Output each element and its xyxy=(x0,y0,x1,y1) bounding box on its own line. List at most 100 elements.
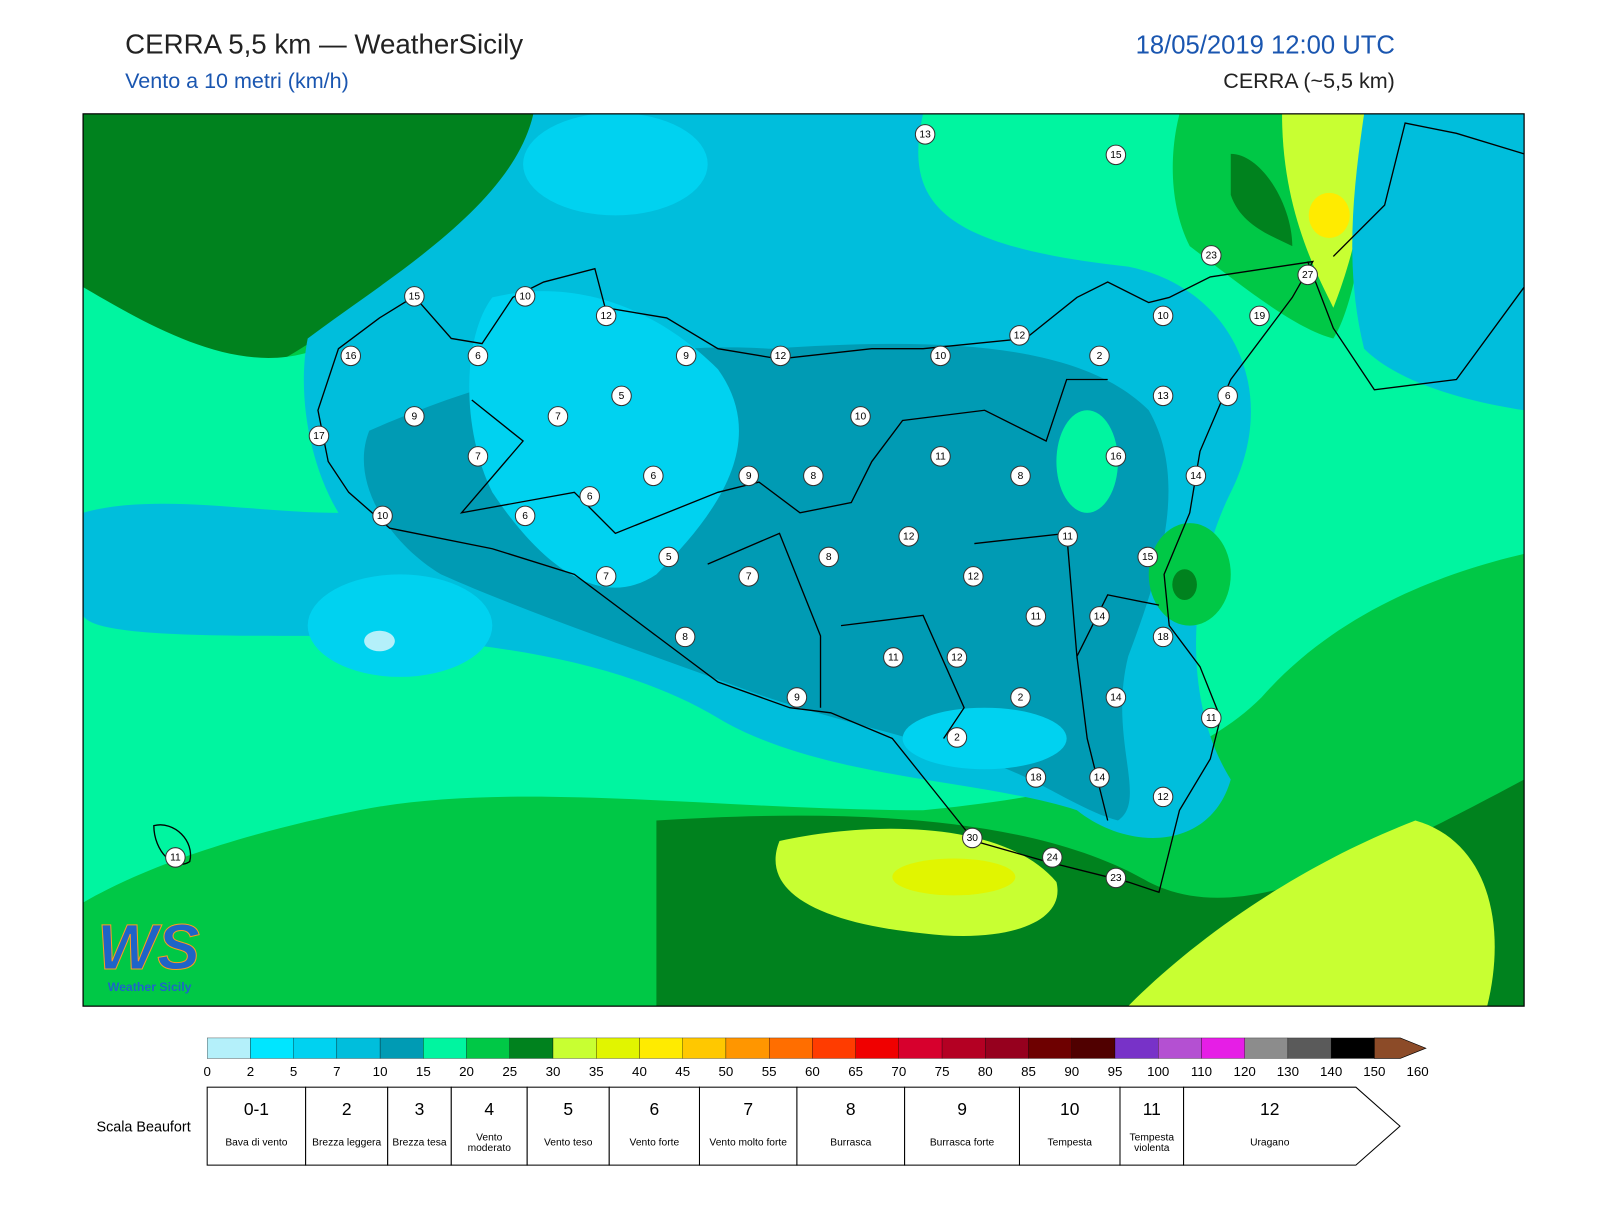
colorbar-tick-label: 150 xyxy=(1363,1064,1385,1079)
station-marker xyxy=(1010,465,1031,487)
station-marker xyxy=(1217,385,1238,407)
station-value: 8 xyxy=(1018,471,1024,482)
station-value: 6 xyxy=(650,471,656,482)
colorbar-tick-label: 160 xyxy=(1406,1064,1428,1079)
station-value: 2 xyxy=(1018,693,1024,704)
station-marker xyxy=(467,446,489,467)
beaufort-label-box: Vento forte xyxy=(630,1138,680,1148)
colorbar-tick-label: 35 xyxy=(589,1064,604,1079)
station-marker xyxy=(467,345,489,367)
colorbar-segment xyxy=(596,1037,640,1059)
title: CERRA 5,5 km — WeatherSicily xyxy=(125,28,523,59)
station-marker xyxy=(898,526,919,547)
colorbar-arrow xyxy=(1374,1037,1427,1059)
beaufort-label: Brezza tesa xyxy=(392,1137,447,1149)
beaufort-label-box: Uragano xyxy=(1250,1137,1290,1149)
station-value: 15 xyxy=(1110,150,1122,161)
beaufort-label-box: Vento teso xyxy=(544,1138,592,1148)
station-value: 16 xyxy=(345,351,357,362)
station-value: 14 xyxy=(1190,471,1202,482)
beaufort-label: Uragano xyxy=(1250,1137,1290,1149)
beaufort-box xyxy=(608,1086,700,1166)
beaufort-force: 6 xyxy=(650,1099,660,1119)
colorbar-tick-label: 40 xyxy=(632,1064,647,1079)
station-value: 10 xyxy=(935,351,947,362)
colorbar-segment xyxy=(293,1037,338,1059)
colorbar-segment xyxy=(1287,1037,1332,1059)
station-value: 9 xyxy=(794,693,800,704)
beaufort-force: 0-1 xyxy=(244,1099,269,1119)
station-marker xyxy=(675,345,697,367)
station-value: 9 xyxy=(412,412,418,423)
colorbar-segment xyxy=(250,1037,294,1059)
station-value: 9 xyxy=(683,351,689,362)
station-marker xyxy=(1025,767,1047,788)
station-marker xyxy=(962,827,983,849)
station-marker xyxy=(643,465,664,487)
station-marker xyxy=(1152,626,1174,648)
station-value: 16 xyxy=(1110,452,1122,463)
station-value: 11 xyxy=(1206,713,1217,724)
station-value: 23 xyxy=(1206,251,1218,262)
station-value: 12 xyxy=(951,653,963,664)
colorbar-segment xyxy=(639,1037,683,1059)
colorbar-tick-label: 70 xyxy=(891,1064,906,1079)
beaufort-label-box: Tempesta xyxy=(1048,1138,1092,1148)
station-marker xyxy=(595,305,617,327)
station-value: 14 xyxy=(1094,773,1106,784)
station-marker xyxy=(770,345,791,367)
subtitle: Vento a 10 metri (km/h) xyxy=(125,69,349,93)
coastlines xyxy=(153,122,1525,894)
station-value: 12 xyxy=(1014,331,1026,342)
colorbar-segment xyxy=(941,1037,986,1059)
station-marker xyxy=(1105,144,1127,166)
station-value: 12 xyxy=(600,311,612,322)
colorbar: 0 2 5 7 10 15 20 25 30 35 40 45 50 55 60 65 70 75 80 85 90 95… xyxy=(203,1037,1429,1079)
station-value: 2 xyxy=(1097,351,1103,362)
station-marker xyxy=(340,345,362,367)
station-marker xyxy=(1297,264,1318,286)
colorbar-tick-label: 2 xyxy=(247,1064,254,1079)
beaufort-box xyxy=(698,1086,798,1166)
station-value: 7 xyxy=(603,572,609,583)
colorbar-tick-label: 30 xyxy=(546,1064,561,1079)
station-marker xyxy=(674,626,696,648)
station-marker xyxy=(165,847,186,868)
station-value: 10 xyxy=(377,511,389,522)
station-value: 11 xyxy=(935,452,946,463)
beaufort-force: 8 xyxy=(846,1099,856,1119)
beaufort-label: Vento molto forte xyxy=(709,1137,787,1149)
colorbar-tick-label: 7 xyxy=(333,1064,340,1079)
beaufort-box xyxy=(450,1086,528,1166)
colorbar-segment xyxy=(1114,1037,1159,1059)
station-marker xyxy=(547,406,569,427)
colorbar-tick-label: 65 xyxy=(848,1064,863,1079)
colorbar-tick-label: 60 xyxy=(805,1064,820,1079)
colorbar-tick-label: 110 xyxy=(1191,1064,1212,1079)
colorbar-tick-label: 50 xyxy=(719,1064,734,1079)
station-value: 13 xyxy=(919,130,931,141)
station-value: 5 xyxy=(666,552,672,563)
station-value: 10 xyxy=(855,412,867,423)
station-value: 7 xyxy=(475,452,481,463)
station-marker xyxy=(308,425,330,447)
station-marker xyxy=(658,546,679,568)
station-value: 18 xyxy=(1030,773,1042,784)
beaufort-force: 4 xyxy=(484,1099,494,1119)
station-marker xyxy=(404,286,425,307)
logo-text: Weather Sicily xyxy=(108,980,192,994)
beaufort-title: Scala Beaufort xyxy=(96,1117,191,1135)
colorbar-segment xyxy=(423,1037,467,1059)
station-marker xyxy=(1042,847,1063,868)
colorbar-segment xyxy=(985,1037,1029,1059)
station-value: 12 xyxy=(903,532,915,543)
beaufort-label: Tempesta violenta xyxy=(1129,1132,1175,1154)
colorbar-tick-label: 90 xyxy=(1064,1064,1079,1079)
colorbar-segment xyxy=(379,1037,424,1059)
beaufort-label: Burrasca forte xyxy=(929,1137,995,1149)
station-value: 9 xyxy=(746,471,752,482)
beaufort-box xyxy=(796,1086,906,1166)
station-value: 7 xyxy=(746,572,752,583)
colorbar-segment xyxy=(1244,1037,1289,1059)
station-value: 8 xyxy=(810,471,816,482)
